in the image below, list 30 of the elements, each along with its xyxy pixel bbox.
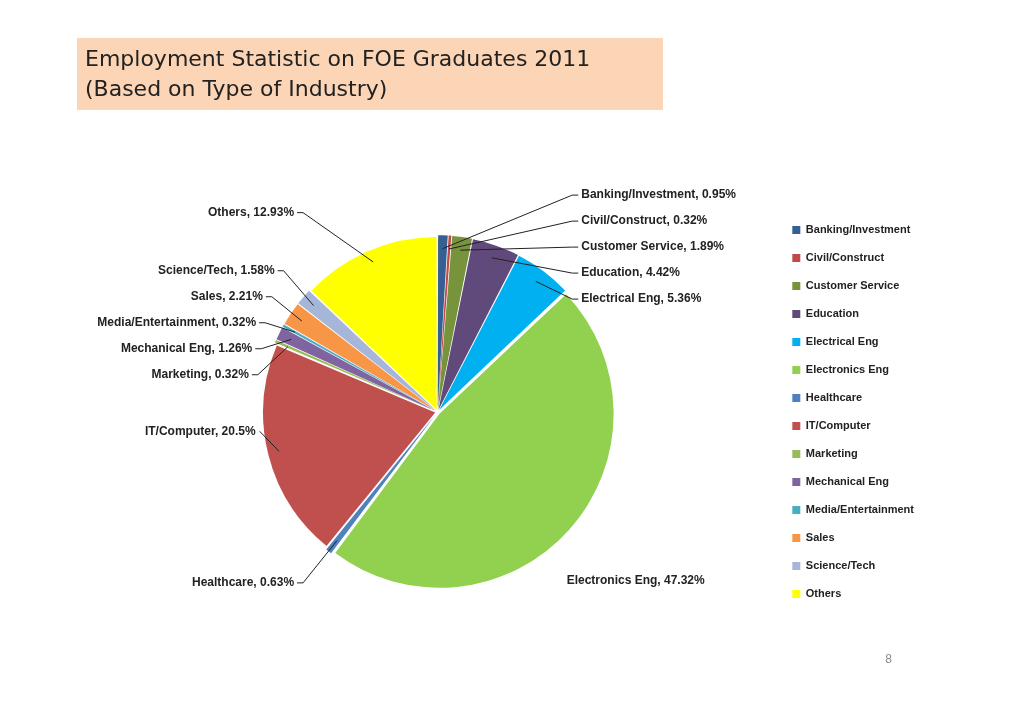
data-label: Healthcare, 0.63% [192, 575, 295, 590]
legend-label: Customer Service [805, 279, 900, 292]
legend-label: Others [805, 587, 842, 600]
data-label: Sales, 2.21% [190, 289, 264, 304]
legend-label: IT/Computer [805, 419, 872, 432]
legend-label: Marketing [805, 447, 858, 460]
data-label: Science/Tech, 1.58% [158, 263, 275, 278]
legend-label: Electrical Eng [805, 335, 879, 348]
chart-title: Employment Statistic on FOE Graduates 2011 (Based on Type of Industry) [77, 38, 663, 110]
legend-label: Mechanical Eng [805, 475, 889, 488]
legend-label: Healthcare [805, 391, 863, 404]
legend-label: Civil/Construct [805, 251, 885, 264]
legend-label: Education [805, 307, 860, 320]
data-label: Banking/Investment, 0.95% [581, 187, 737, 202]
data-label: Civil/Construct, 0.32% [581, 213, 708, 228]
data-label: Electronics Eng, 47.32% [566, 573, 706, 588]
data-label: Media/Entertainment, 0.32% [97, 315, 257, 330]
data-label: Education, 4.42% [581, 265, 681, 280]
text: 8 [885, 652, 892, 666]
legend-label: Science/Tech [805, 559, 876, 572]
legend-label: Electronics Eng [805, 363, 889, 376]
data-label: Customer Service, 1.89% [581, 239, 725, 254]
data-label: IT/Computer, 20.5% [144, 423, 256, 438]
legend-label: Media/Entertainment [805, 503, 915, 516]
legend-label: Banking/Investment [805, 223, 911, 236]
legend-label: Sales [805, 531, 835, 544]
data-label: Electrical Eng, 5.36% [581, 291, 702, 306]
data-label: Others, 12.93% [208, 204, 295, 219]
data-label: Mechanical Eng, 1.26% [120, 341, 253, 356]
data-label: Marketing, 0.32% [151, 367, 250, 382]
